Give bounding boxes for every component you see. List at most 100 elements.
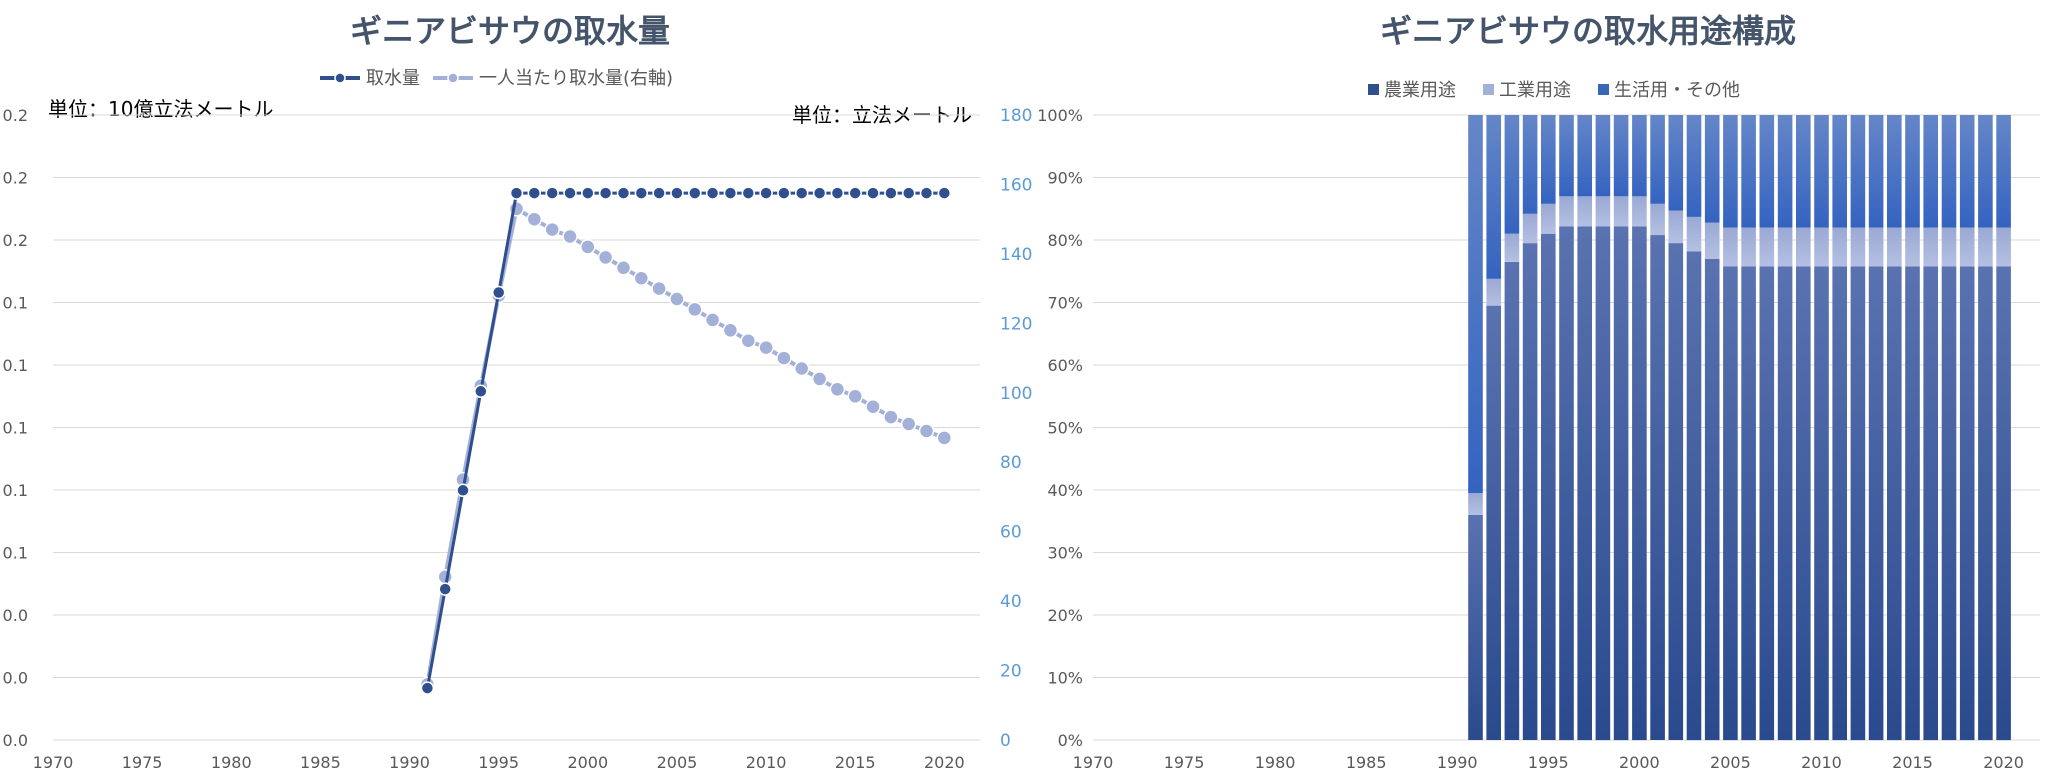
y-tick-label: 0.2 bbox=[3, 231, 28, 250]
data-point bbox=[581, 186, 595, 200]
x-tick-label: 2005 bbox=[657, 753, 698, 772]
bar-stack bbox=[1704, 115, 1720, 741]
x-tick-label: 2000 bbox=[567, 753, 608, 772]
data-point bbox=[544, 221, 560, 238]
data-point bbox=[688, 186, 702, 200]
bar-domestic bbox=[1559, 115, 1574, 197]
bar-industry bbox=[1887, 227, 1902, 267]
y-tick-label: 80% bbox=[1047, 231, 1083, 250]
data-point bbox=[456, 483, 470, 498]
y-tick-label: 100% bbox=[1037, 106, 1083, 125]
y-right-tick-label: 140 bbox=[1000, 245, 1032, 265]
legend: 取水量 一人当たり取水量(右軸) bbox=[320, 68, 673, 89]
bar-industry bbox=[1595, 196, 1611, 227]
bar-agriculture bbox=[1923, 266, 1938, 741]
data-point bbox=[793, 360, 810, 377]
bar-domestic bbox=[1923, 115, 1938, 228]
legend-marker-per-capita bbox=[447, 72, 459, 84]
bar-stack bbox=[1941, 115, 1957, 741]
y-tick-label: 70% bbox=[1047, 294, 1083, 313]
bar-stack bbox=[1887, 115, 1902, 741]
bar-agriculture bbox=[1559, 226, 1574, 741]
bar-domestic bbox=[1577, 115, 1592, 197]
bar-industry bbox=[1704, 222, 1720, 259]
y-tick-label: 50% bbox=[1047, 419, 1083, 438]
y-tick-label: 10% bbox=[1047, 669, 1083, 688]
data-point bbox=[936, 430, 953, 446]
bar-domestic bbox=[1468, 115, 1483, 494]
y-right-tick-label: 180 bbox=[1000, 106, 1032, 126]
bar-agriculture bbox=[1686, 251, 1702, 741]
legend-label: 生活用・その他 bbox=[1614, 80, 1740, 101]
bar-industry bbox=[1650, 203, 1665, 236]
bar-stack bbox=[1632, 115, 1647, 741]
bar-agriculture bbox=[1468, 515, 1483, 740]
bar-industry bbox=[1577, 196, 1592, 227]
bar-agriculture bbox=[1996, 266, 2011, 741]
x-tick-label: 2015 bbox=[1892, 753, 1933, 772]
bar-stack bbox=[1541, 115, 1556, 740]
unit-label-left: 単位：10億立法メートル bbox=[48, 97, 273, 121]
y-tick-label: 40% bbox=[1047, 481, 1083, 500]
y-tick-label: 0.2 bbox=[3, 106, 28, 125]
bar-stack bbox=[1905, 115, 1920, 741]
y-axis: 0% 10% 20% 30% 40% 50% 60% 70% 80% 90% 100% bbox=[1037, 106, 1083, 750]
data-point bbox=[527, 186, 542, 200]
bar-stack bbox=[1777, 115, 1793, 741]
data-point bbox=[937, 186, 952, 200]
bar-stack bbox=[1796, 115, 1811, 741]
bar-stack bbox=[1832, 115, 1847, 741]
bar-domestic bbox=[1941, 115, 1957, 228]
legend-marker-withdrawal bbox=[334, 72, 346, 84]
data-point bbox=[509, 186, 524, 200]
data-point bbox=[900, 416, 917, 432]
legend-label: 取水量 bbox=[366, 68, 420, 89]
y-axis-right: 0 20 40 60 80 100 120 140 160 180 bbox=[1000, 106, 1032, 751]
data-point bbox=[687, 301, 703, 318]
data-point bbox=[883, 409, 899, 425]
bar-industry bbox=[1559, 196, 1574, 227]
bar-industry bbox=[1632, 196, 1647, 227]
y-right-tick-label: 40 bbox=[1000, 592, 1022, 612]
data-point bbox=[812, 186, 827, 200]
bars-layer bbox=[1468, 115, 2011, 741]
bar-agriculture bbox=[1723, 266, 1738, 741]
x-tick-label: 2000 bbox=[1619, 753, 1660, 772]
data-point bbox=[705, 186, 720, 200]
y-tick-label: 0.1 bbox=[3, 481, 28, 500]
bar-stack bbox=[1595, 115, 1611, 741]
bar-industry bbox=[1541, 203, 1556, 234]
bar-domestic bbox=[1759, 115, 1775, 228]
bar-stack bbox=[1559, 115, 1574, 741]
legend-item-per-capita: 一人当たり取水量(右軸) bbox=[433, 68, 673, 89]
data-point bbox=[526, 211, 543, 227]
y-tick-label: 0.1 bbox=[3, 419, 28, 438]
bar-domestic bbox=[1686, 115, 1702, 217]
y-tick-label: 0.0 bbox=[3, 606, 28, 625]
bar-agriculture bbox=[1978, 266, 1993, 741]
legend-swatch-industry bbox=[1483, 84, 1494, 95]
bar-domestic bbox=[1850, 115, 1866, 228]
bar-agriculture bbox=[1832, 266, 1847, 741]
x-axis: 1970 1975 1980 1985 1990 1995 2000 2005 2010 2015… bbox=[33, 753, 965, 772]
bar-stack bbox=[1686, 115, 1702, 741]
data-point bbox=[633, 270, 650, 286]
y-tick-label: 90% bbox=[1047, 169, 1083, 188]
bar-industry bbox=[1522, 213, 1538, 244]
data-point bbox=[866, 186, 880, 200]
data-point bbox=[545, 186, 559, 200]
bar-industry bbox=[1741, 227, 1756, 267]
bar-domestic bbox=[1613, 115, 1629, 197]
bar-domestic bbox=[1522, 115, 1538, 214]
legend-item-withdrawal: 取水量 bbox=[320, 68, 420, 89]
bar-industry bbox=[1759, 227, 1775, 267]
y-right-tick-label: 20 bbox=[1000, 662, 1022, 682]
x-tick-label: 1980 bbox=[1255, 753, 1296, 772]
bar-stack bbox=[1668, 115, 1684, 740]
bar-domestic bbox=[1723, 115, 1738, 228]
x-tick-label: 1980 bbox=[211, 753, 252, 772]
bar-domestic bbox=[1668, 115, 1684, 211]
bar-stack bbox=[1741, 115, 1756, 741]
data-point bbox=[723, 186, 738, 200]
